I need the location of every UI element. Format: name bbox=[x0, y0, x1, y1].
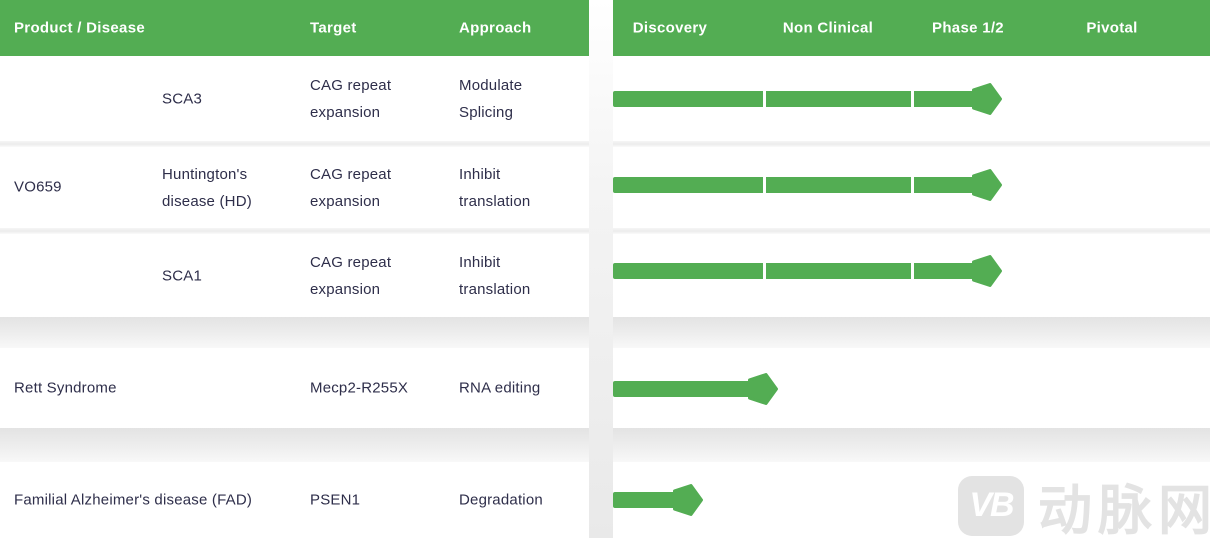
fad-card: Familial Alzheimer's disease (FAD) PSEN1… bbox=[0, 462, 589, 538]
header-target: Target bbox=[310, 19, 357, 37]
phase-divider bbox=[763, 177, 766, 193]
arrow-head-icon bbox=[972, 83, 1002, 115]
progress-bar bbox=[613, 492, 676, 508]
target-cell: Mecp2-R255X bbox=[310, 379, 409, 397]
row-divider bbox=[0, 228, 589, 234]
phase-divider bbox=[911, 263, 914, 279]
phase-divider bbox=[763, 91, 766, 107]
phase-divider bbox=[911, 91, 914, 107]
arrow-head-icon bbox=[673, 484, 703, 516]
arrow-head-icon bbox=[972, 169, 1002, 201]
header-approach: Approach bbox=[459, 19, 532, 37]
target-cell: CAG repeat expansion bbox=[310, 253, 392, 298]
phase-header-non-clinical: Non Clinical bbox=[782, 19, 874, 37]
table-row-rett: Rett Syndrome Mecp2-R255X RNA editing bbox=[0, 348, 589, 428]
vb-logo-icon: VB bbox=[958, 475, 1024, 536]
fad-phase-card bbox=[613, 462, 1210, 538]
progress-bar bbox=[613, 381, 751, 397]
rett-phase-card bbox=[613, 348, 1210, 428]
phase-divider bbox=[911, 177, 914, 193]
target-cell: CAG repeat expansion bbox=[310, 165, 392, 210]
approach-cell: RNA editing bbox=[459, 379, 541, 397]
phase-header-discovery: Discovery bbox=[632, 19, 708, 37]
approach-cell: Inhibit translation bbox=[459, 165, 531, 210]
table-row-sca3: SCA3 CAG repeat expansion Modulate Splicin… bbox=[0, 57, 589, 141]
phase-header-phase-1-2: Phase 1/2 bbox=[932, 19, 1004, 37]
pipeline-bar-sca1 bbox=[613, 255, 1210, 287]
pipeline-bar-sca3 bbox=[613, 83, 1210, 115]
disease-cell: Huntington's disease (HD) bbox=[162, 165, 252, 210]
phase-header: Discovery Non Clinical Phase 1/2 Pivotal bbox=[613, 0, 1210, 56]
pipeline-bar-hd bbox=[613, 169, 1210, 201]
approach-cell: Degradation bbox=[459, 491, 543, 509]
rett-card: Rett Syndrome Mecp2-R255X RNA editing bbox=[0, 348, 589, 428]
row-divider bbox=[613, 228, 1210, 234]
watermark-text: 动脉网 bbox=[1038, 481, 1210, 538]
product-cell: Familial Alzheimer's disease (FAD) bbox=[14, 491, 253, 509]
target-cell: CAG repeat expansion bbox=[310, 77, 392, 121]
phase-divider bbox=[911, 492, 914, 508]
product-name: VO659 bbox=[14, 178, 62, 196]
phase-divider bbox=[911, 381, 914, 397]
row-divider bbox=[0, 141, 589, 147]
progress-bar bbox=[613, 263, 975, 279]
approach-cell: Inhibit translation bbox=[459, 253, 531, 298]
row-divider bbox=[613, 141, 1210, 147]
vo659-group-phase-card bbox=[613, 57, 1210, 317]
pipeline-bar-fad bbox=[613, 484, 1210, 516]
header-product-disease: Product / Disease bbox=[14, 19, 145, 37]
table-row-hd: Huntington's disease (HD) CAG repeat expan… bbox=[0, 147, 589, 228]
left-table-header: Product / Disease Target Approach bbox=[0, 0, 589, 56]
arrow-head-icon bbox=[972, 255, 1002, 287]
pipeline-bar-rett bbox=[613, 373, 1210, 405]
watermark: VB 动脉网 bbox=[958, 466, 1210, 538]
vo659-group-card: VO659 SCA3 CAG repeat expansion Modulate S… bbox=[0, 57, 589, 317]
phase-header-pivotal: Pivotal bbox=[1086, 19, 1138, 37]
phase-divider bbox=[763, 492, 766, 508]
disease-cell: SCA1 bbox=[162, 267, 202, 284]
approach-cell: Modulate Splicing bbox=[459, 77, 523, 121]
product-cell: Rett Syndrome bbox=[14, 379, 117, 397]
phase-divider bbox=[763, 263, 766, 279]
progress-bar bbox=[613, 91, 975, 107]
table-row-fad: Familial Alzheimer's disease (FAD) PSEN1… bbox=[0, 462, 589, 538]
arrow-head-icon bbox=[748, 373, 778, 405]
panel-divider-strip bbox=[589, 0, 613, 538]
progress-bar bbox=[613, 177, 975, 193]
target-cell: PSEN1 bbox=[310, 491, 361, 509]
disease-cell: SCA3 bbox=[162, 90, 202, 108]
table-row-sca1: SCA1 CAG repeat expansion Inhibit translat… bbox=[0, 234, 589, 317]
